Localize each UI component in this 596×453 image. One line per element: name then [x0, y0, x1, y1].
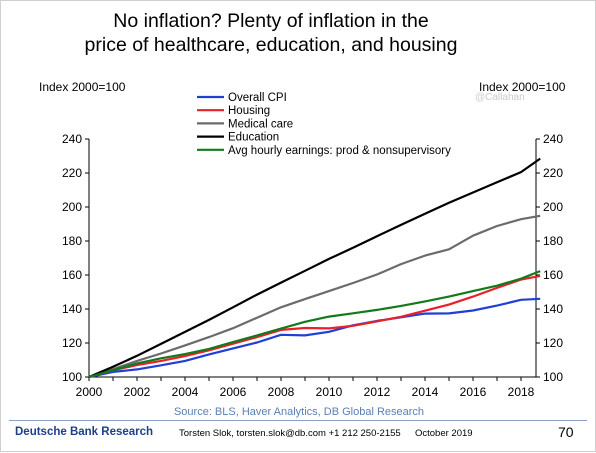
source-note: Source: BLS, Haver Analytics, DB Global …: [173, 406, 425, 418]
footer-brand: Deutsche Bank Research: [15, 426, 154, 438]
series-line-avg-hourly-earnings-prod-nonsupervisory: [88, 270, 541, 379]
y-tick-label-left: 220: [62, 166, 82, 180]
legend-label: Avg hourly earnings: prod & nonsuperviso…: [228, 145, 451, 157]
x-tick-label: 2006: [220, 385, 247, 399]
y-tick-label-left: 140: [62, 302, 82, 316]
footer-divider: [9, 420, 587, 421]
page-number: 70: [558, 424, 574, 440]
y-tick-label-right: 200: [543, 200, 563, 214]
x-tick-label: 2004: [172, 385, 199, 399]
y-tick-label-right: 120: [543, 336, 563, 350]
legend-label: Medical care: [228, 118, 293, 130]
x-tick-label: 2000: [76, 385, 103, 399]
x-tick-label: 2008: [268, 385, 295, 399]
y-tick-label-left: 240: [62, 132, 82, 146]
y-tick-label-right: 240: [543, 132, 563, 146]
legend-label: Education: [228, 132, 279, 144]
chart-title-line1: No inflation? Plenty of inflation in the: [113, 10, 429, 32]
y-tick-label-right: 180: [543, 234, 563, 248]
footer-date: October 2019: [415, 428, 473, 439]
footer-author: Torsten Slok, torsten.slok@db.com +1 212…: [179, 428, 401, 439]
x-tick-label: 2012: [364, 385, 391, 399]
legend-label: Overall CPI: [228, 92, 287, 104]
x-tick-label: 2018: [508, 385, 535, 399]
y-tick-label-left: 200: [62, 200, 82, 214]
y-tick-label-right: 160: [543, 268, 563, 282]
y-tick-label-left: 160: [62, 268, 82, 282]
chart-title: No inflation? Plenty of inflation in the…: [1, 9, 541, 57]
chart-title-line2: price of healthcare, education, and hous…: [84, 34, 458, 56]
series-line-housing: [88, 274, 541, 379]
series-line-medical-care: [88, 214, 541, 379]
x-tick-label: 2002: [124, 385, 151, 399]
series-line-education: [88, 157, 541, 379]
y-tick-label-right: 140: [543, 302, 563, 316]
watermark: @Callahan: [475, 92, 525, 103]
right-axis-caption: Index 2000=100: [479, 80, 566, 94]
series-line-overall-cpi: [88, 297, 541, 379]
x-tick-label: 2016: [460, 385, 487, 399]
y-tick-label-right: 100: [543, 370, 563, 384]
x-tick-label: 2010: [316, 385, 343, 399]
y-tick-label-left: 180: [62, 234, 82, 248]
y-tick-label-right: 220: [543, 166, 563, 180]
legend-label: Housing: [228, 105, 270, 117]
y-tick-label-left: 100: [62, 370, 82, 384]
left-axis-caption: Index 2000=100: [39, 80, 126, 94]
y-tick-label-left: 120: [62, 336, 82, 350]
x-tick-label: 2014: [412, 385, 439, 399]
